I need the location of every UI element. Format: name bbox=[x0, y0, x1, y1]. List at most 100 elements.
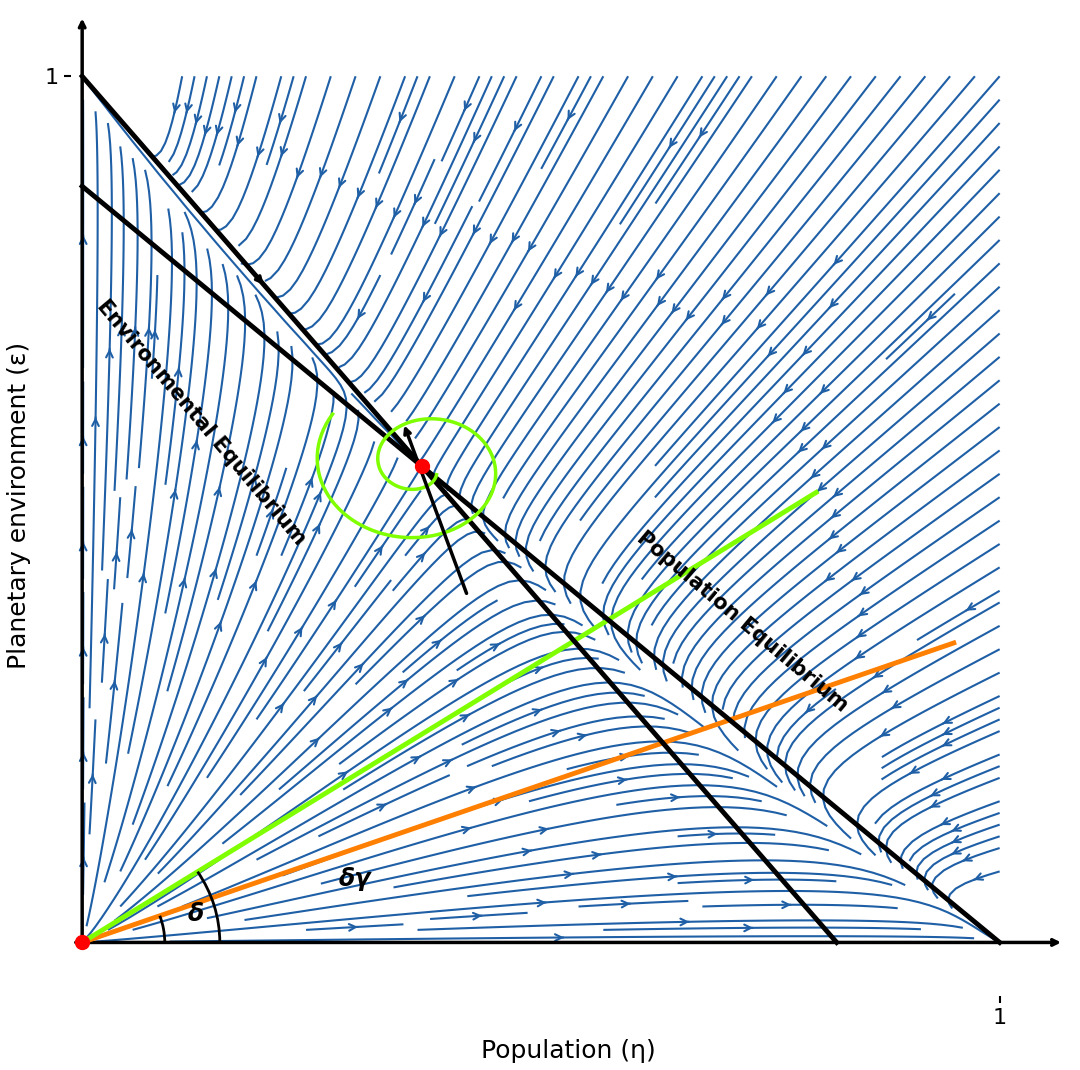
FancyArrowPatch shape bbox=[782, 901, 791, 908]
FancyArrowPatch shape bbox=[474, 133, 481, 142]
FancyArrowPatch shape bbox=[89, 774, 96, 783]
FancyArrowPatch shape bbox=[723, 291, 730, 300]
FancyArrowPatch shape bbox=[829, 300, 838, 308]
FancyArrowPatch shape bbox=[555, 934, 564, 941]
FancyArrowPatch shape bbox=[620, 753, 629, 761]
FancyArrowPatch shape bbox=[460, 715, 470, 721]
FancyArrowPatch shape bbox=[591, 276, 598, 285]
FancyArrowPatch shape bbox=[818, 484, 826, 491]
FancyArrowPatch shape bbox=[422, 217, 429, 227]
FancyArrowPatch shape bbox=[811, 470, 820, 478]
FancyArrowPatch shape bbox=[314, 492, 321, 502]
Text: Environmental Equilibrium: Environmental Equilibrium bbox=[93, 296, 310, 549]
FancyArrowPatch shape bbox=[551, 730, 561, 736]
FancyArrowPatch shape bbox=[489, 234, 497, 244]
FancyArrowPatch shape bbox=[249, 581, 256, 591]
FancyArrowPatch shape bbox=[852, 572, 861, 581]
FancyArrowPatch shape bbox=[490, 643, 500, 651]
FancyArrowPatch shape bbox=[355, 663, 363, 672]
FancyArrowPatch shape bbox=[528, 242, 536, 251]
FancyArrowPatch shape bbox=[80, 752, 86, 761]
FancyArrowPatch shape bbox=[974, 873, 983, 880]
FancyArrowPatch shape bbox=[721, 316, 730, 324]
FancyArrowPatch shape bbox=[171, 489, 177, 499]
FancyArrowPatch shape bbox=[860, 587, 868, 595]
FancyArrowPatch shape bbox=[680, 919, 689, 926]
FancyArrowPatch shape bbox=[110, 681, 118, 689]
FancyArrowPatch shape bbox=[820, 385, 828, 394]
FancyArrowPatch shape bbox=[295, 627, 302, 637]
FancyArrowPatch shape bbox=[313, 524, 320, 533]
FancyArrowPatch shape bbox=[494, 799, 503, 805]
FancyArrowPatch shape bbox=[927, 311, 935, 320]
FancyArrowPatch shape bbox=[568, 110, 575, 120]
FancyArrowPatch shape bbox=[267, 509, 273, 519]
FancyArrowPatch shape bbox=[204, 126, 211, 135]
FancyArrowPatch shape bbox=[192, 440, 199, 449]
FancyArrowPatch shape bbox=[215, 622, 221, 631]
FancyArrowPatch shape bbox=[415, 195, 421, 204]
FancyArrowPatch shape bbox=[257, 148, 264, 156]
FancyArrowPatch shape bbox=[834, 489, 842, 496]
FancyArrowPatch shape bbox=[745, 876, 754, 884]
FancyArrowPatch shape bbox=[534, 667, 543, 673]
FancyArrowPatch shape bbox=[281, 147, 287, 156]
FancyArrowPatch shape bbox=[832, 510, 840, 518]
FancyArrowPatch shape bbox=[700, 128, 707, 137]
FancyArrowPatch shape bbox=[578, 734, 586, 740]
FancyArrowPatch shape bbox=[874, 671, 882, 677]
FancyArrowPatch shape bbox=[672, 304, 679, 314]
FancyArrowPatch shape bbox=[334, 643, 342, 652]
FancyArrowPatch shape bbox=[621, 291, 629, 301]
FancyArrowPatch shape bbox=[882, 686, 891, 693]
FancyArrowPatch shape bbox=[411, 756, 420, 763]
FancyArrowPatch shape bbox=[328, 600, 336, 609]
FancyArrowPatch shape bbox=[132, 327, 138, 336]
FancyArrowPatch shape bbox=[377, 804, 387, 811]
FancyArrowPatch shape bbox=[423, 293, 430, 302]
FancyArrowPatch shape bbox=[943, 717, 951, 723]
FancyArrowPatch shape bbox=[951, 836, 961, 843]
FancyArrowPatch shape bbox=[275, 703, 284, 713]
FancyArrowPatch shape bbox=[669, 873, 677, 881]
FancyArrowPatch shape bbox=[671, 794, 679, 801]
FancyArrowPatch shape bbox=[417, 553, 426, 562]
FancyArrowPatch shape bbox=[320, 168, 326, 178]
FancyArrowPatch shape bbox=[279, 114, 285, 123]
FancyArrowPatch shape bbox=[186, 104, 192, 112]
FancyArrowPatch shape bbox=[432, 640, 442, 648]
FancyArrowPatch shape bbox=[80, 235, 86, 244]
Text: Population Equilibrium: Population Equilibrium bbox=[633, 528, 852, 716]
Text: δ: δ bbox=[188, 902, 204, 926]
FancyArrowPatch shape bbox=[92, 417, 98, 426]
FancyArrowPatch shape bbox=[357, 309, 365, 319]
FancyArrowPatch shape bbox=[855, 652, 864, 659]
FancyArrowPatch shape bbox=[532, 709, 542, 716]
FancyArrowPatch shape bbox=[375, 546, 382, 554]
FancyArrowPatch shape bbox=[80, 541, 86, 550]
FancyArrowPatch shape bbox=[768, 348, 777, 356]
FancyArrowPatch shape bbox=[237, 137, 243, 146]
FancyArrowPatch shape bbox=[670, 139, 677, 148]
FancyArrowPatch shape bbox=[311, 738, 320, 746]
FancyArrowPatch shape bbox=[802, 347, 811, 355]
FancyArrowPatch shape bbox=[306, 477, 312, 487]
FancyArrowPatch shape bbox=[151, 330, 158, 339]
FancyArrowPatch shape bbox=[309, 696, 318, 704]
FancyArrowPatch shape bbox=[394, 209, 401, 217]
FancyArrowPatch shape bbox=[449, 679, 458, 687]
FancyArrowPatch shape bbox=[376, 199, 382, 208]
FancyArrowPatch shape bbox=[357, 188, 364, 198]
X-axis label: Population (η): Population (η) bbox=[481, 1039, 656, 1064]
FancyArrowPatch shape bbox=[467, 786, 476, 793]
FancyArrowPatch shape bbox=[592, 852, 602, 859]
FancyArrowPatch shape bbox=[473, 913, 482, 919]
FancyArrowPatch shape bbox=[383, 707, 392, 716]
FancyArrowPatch shape bbox=[856, 630, 866, 638]
FancyArrowPatch shape bbox=[473, 226, 480, 234]
FancyArrowPatch shape bbox=[621, 901, 630, 907]
FancyArrowPatch shape bbox=[554, 270, 562, 278]
FancyArrowPatch shape bbox=[859, 609, 867, 616]
FancyArrowPatch shape bbox=[127, 530, 134, 538]
FancyArrowPatch shape bbox=[173, 104, 179, 112]
